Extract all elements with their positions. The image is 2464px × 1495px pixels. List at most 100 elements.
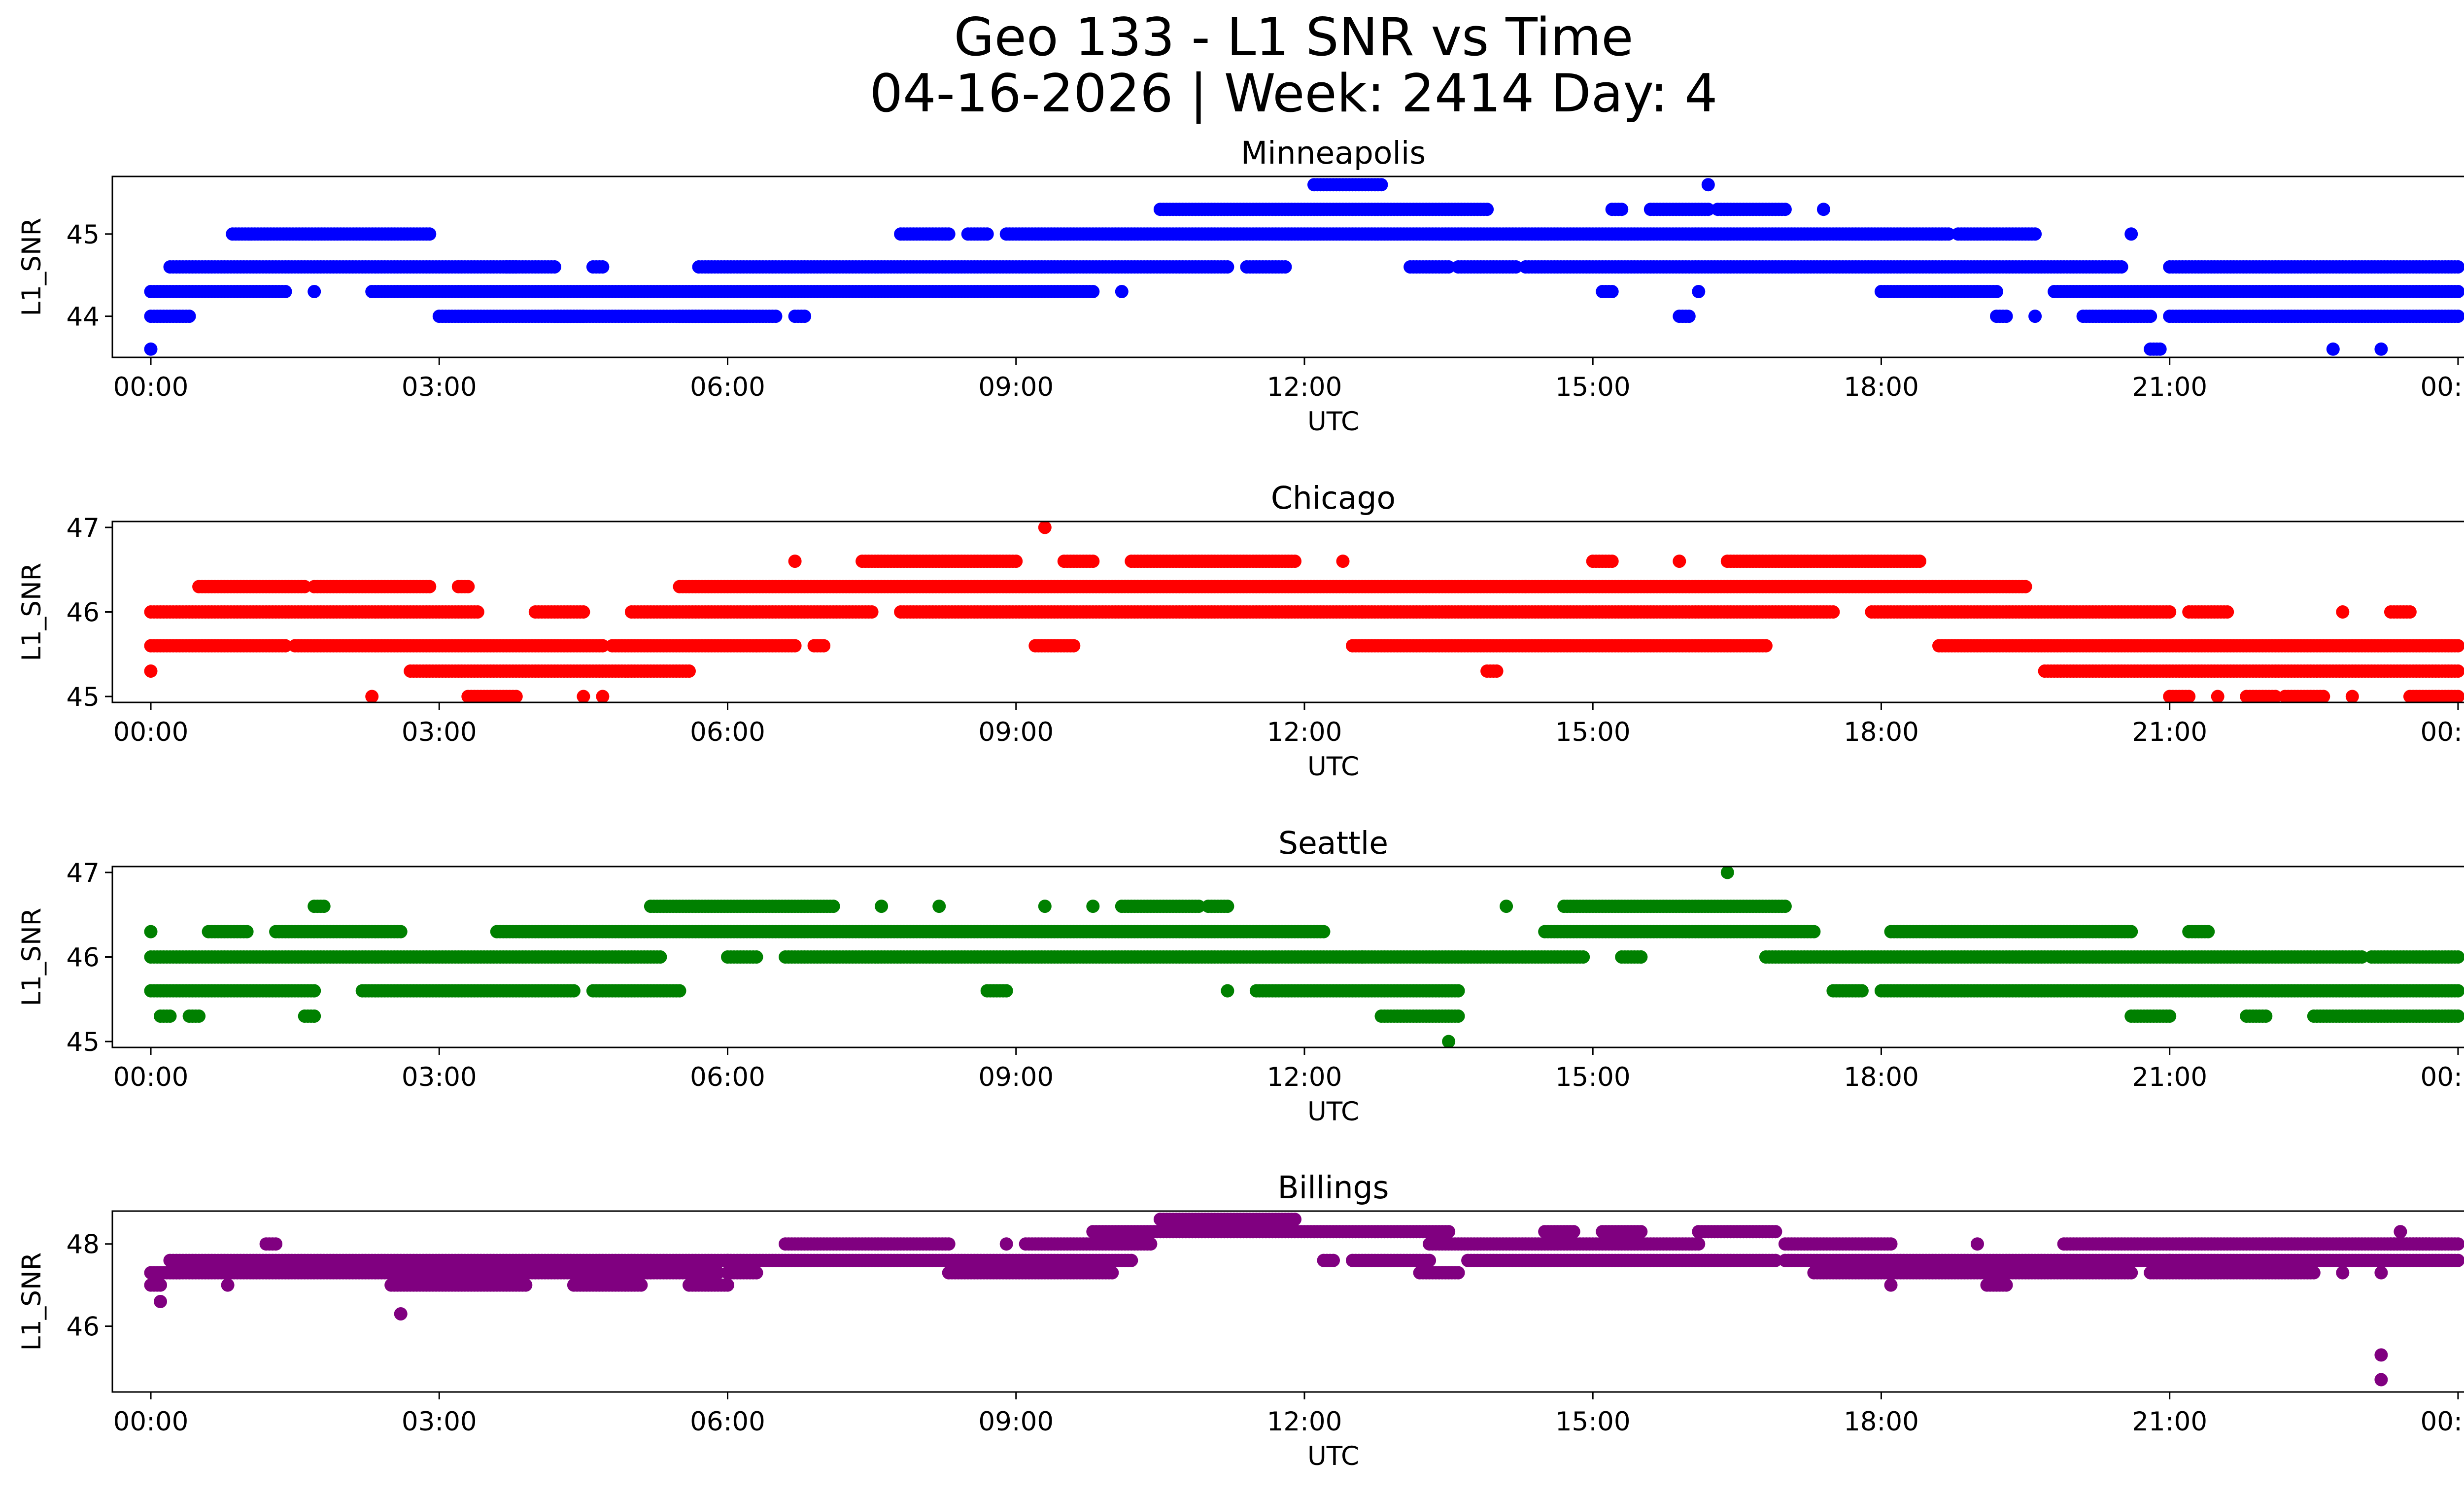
data-point (163, 1009, 177, 1023)
data-point (423, 227, 437, 241)
data-point (1816, 203, 1830, 216)
data-point (653, 950, 667, 964)
y-axis-label: L1_SNR (17, 563, 47, 661)
x-tick-label: 12:00 (1267, 717, 1342, 747)
y-tick-label: 46 (67, 598, 100, 628)
data-point (394, 925, 408, 939)
data-point (750, 950, 763, 964)
data-point (1778, 203, 1792, 216)
subplots: Minneapolis 00:00 03:00 06:00 09:00 12:00 15:0… (17, 135, 2464, 1471)
data-point (2403, 605, 2417, 619)
data-point (2374, 342, 2388, 356)
points-minneapolis (144, 178, 2464, 356)
data-point (577, 605, 590, 619)
x-tick-label: 00:00 (113, 717, 189, 747)
data-point (1999, 310, 2013, 323)
data-point (788, 555, 802, 568)
data-point (1038, 900, 1052, 913)
y-tick-label: 44 (67, 302, 100, 332)
data-point (144, 664, 158, 678)
data-point (1374, 178, 1388, 192)
x-tick-label: 09:00 (978, 717, 1054, 747)
data-point (1913, 555, 1926, 568)
data-point (2211, 690, 2224, 703)
y-tick-label: 47 (67, 513, 100, 543)
data-point (2326, 342, 2340, 356)
data-point (596, 690, 610, 703)
data-point (999, 984, 1013, 998)
x-tick-label: 03:00 (402, 372, 477, 402)
y-tick-label: 45 (67, 682, 100, 712)
data-point (2115, 260, 2128, 274)
data-point (144, 925, 158, 939)
data-point (2028, 227, 2042, 241)
data-point (471, 605, 484, 619)
data-point (1278, 260, 1292, 274)
data-point (596, 260, 610, 274)
data-point (1942, 227, 1955, 241)
data-point (1615, 203, 1629, 216)
data-point (1221, 260, 1234, 274)
data-point (942, 227, 956, 241)
data-point (1221, 900, 1234, 913)
x-tick-label: 18:00 (1844, 372, 1919, 402)
data-point (1086, 900, 1100, 913)
data-point (423, 580, 437, 593)
data-point (1673, 555, 1686, 568)
data-point (308, 1009, 321, 1023)
figure-title-line2: 04-16-2026 | Week: 2414 Day: 4 (870, 63, 1718, 124)
data-point (2153, 342, 2167, 356)
x-axis-label: UTC (1307, 752, 1359, 782)
data-point (1317, 925, 1331, 939)
subplot-title: Chicago (1271, 480, 1396, 516)
data-point (1605, 285, 1619, 298)
x-tick-label: 21:00 (2132, 372, 2207, 402)
data-point (2336, 605, 2350, 619)
data-point (548, 260, 561, 274)
data-point (1086, 285, 1100, 298)
x-tick-label: 00:00 (113, 372, 189, 402)
data-point (1605, 555, 1619, 568)
data-point (2182, 690, 2196, 703)
data-point (788, 639, 802, 653)
x-tick-label: 06:00 (690, 717, 765, 747)
data-point (1990, 285, 2003, 298)
data-point (1038, 521, 1052, 534)
data-point (192, 1009, 206, 1023)
x-tick-label: 12:00 (1267, 372, 1342, 402)
data-point (1682, 310, 1696, 323)
data-point (1826, 605, 1840, 619)
x-tick-label: 15:00 (1555, 372, 1631, 402)
data-point (683, 664, 696, 678)
x-tick-label: 00:00 (2421, 717, 2464, 747)
x-axis-label: UTC (1307, 407, 1359, 437)
data-point (1009, 555, 1023, 568)
data-point (278, 285, 292, 298)
data-point (875, 900, 889, 913)
data-point (2317, 690, 2330, 703)
data-point (2124, 227, 2138, 241)
data-point (1490, 664, 1504, 678)
data-point (769, 310, 783, 323)
data-point (980, 227, 994, 241)
x-tick-label: 18:00 (1844, 717, 1919, 747)
x-tick-label: 00:00 (2421, 372, 2464, 402)
subplot-title: Minneapolis (1241, 135, 1426, 171)
figure-title-line1: Geo 133 - L1 SNR vs Time (954, 7, 1633, 68)
data-point (144, 342, 158, 356)
data-point (2144, 310, 2157, 323)
data-point (2345, 690, 2359, 703)
x-tick-label: 06:00 (690, 372, 765, 402)
data-point (1759, 639, 1773, 653)
data-point (2163, 605, 2177, 619)
data-point (1509, 260, 1523, 274)
y-tick-label: 45 (67, 220, 100, 250)
data-point (1086, 555, 1100, 568)
data-point (567, 984, 581, 998)
x-tick-label: 21:00 (2132, 717, 2207, 747)
data-point (1442, 260, 1456, 274)
data-point (826, 900, 840, 913)
data-point (1692, 285, 1706, 298)
